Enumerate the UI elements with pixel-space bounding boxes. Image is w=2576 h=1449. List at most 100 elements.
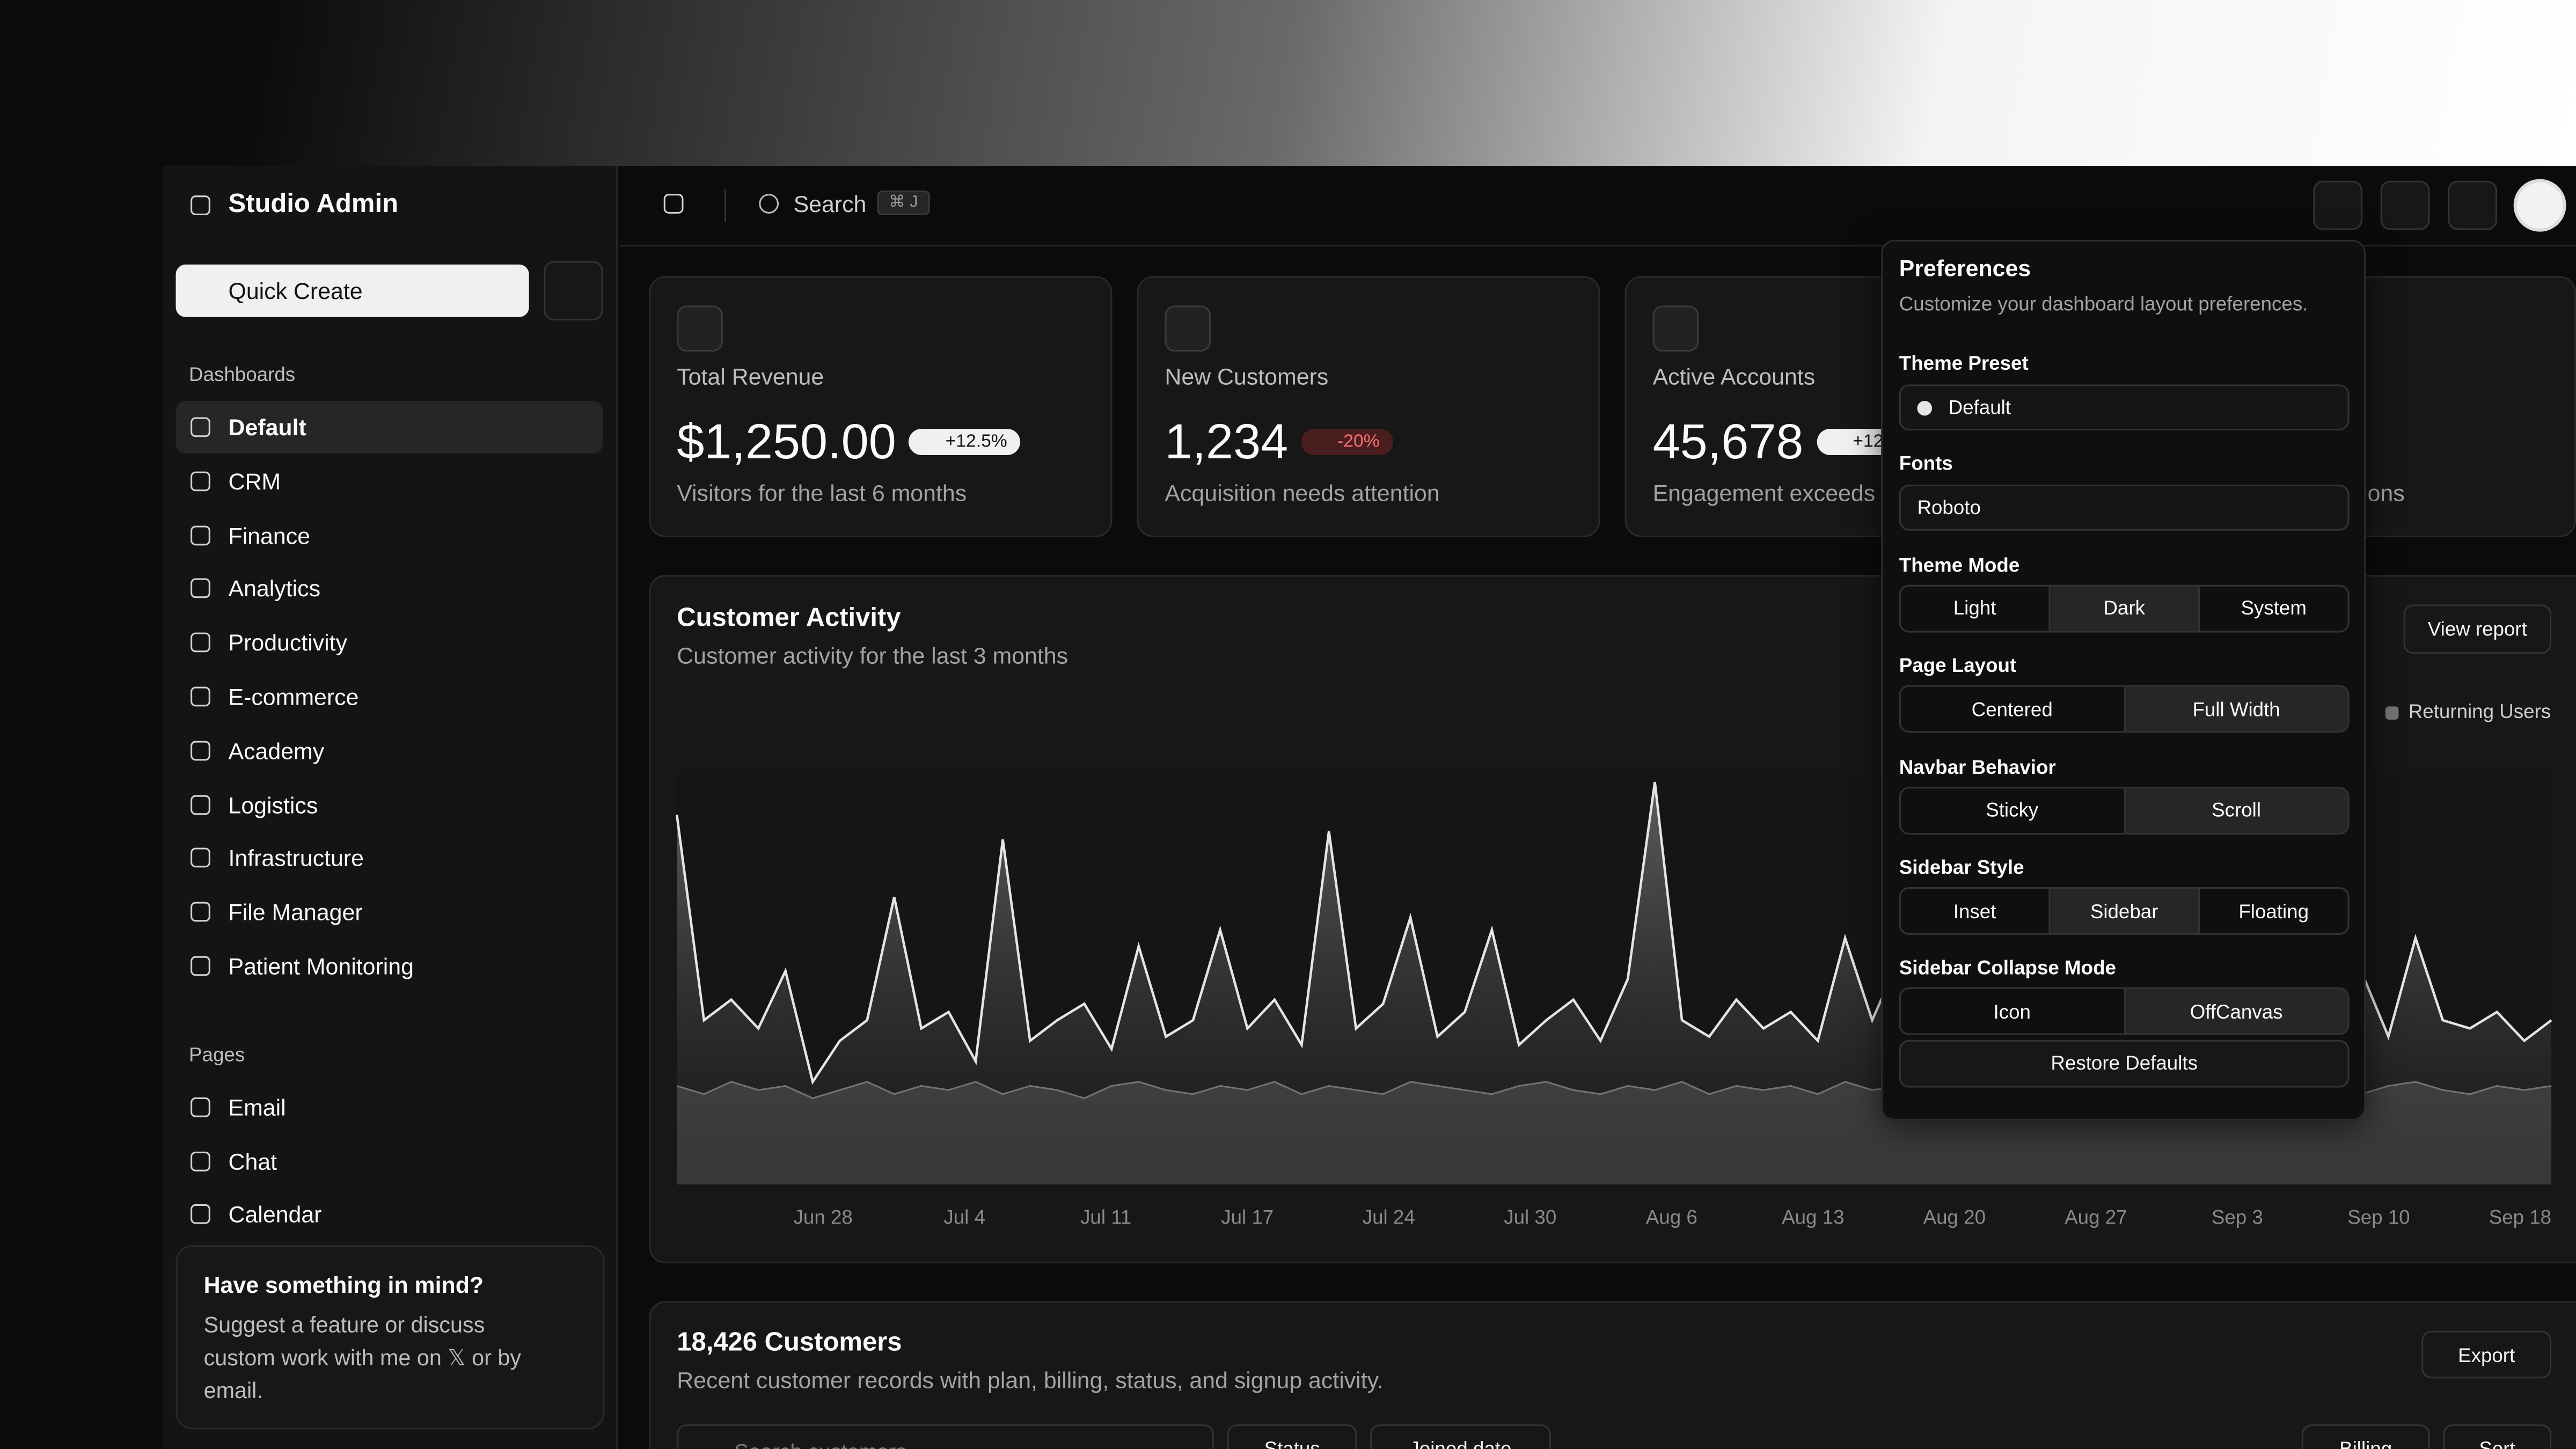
x-tick-label: Sep 10	[2347, 1206, 2410, 1228]
customer-search[interactable]: Search customers	[677, 1424, 1214, 1449]
select[interactable]: Roboto	[1899, 485, 2350, 531]
sidebar: Studio Admin Quick Create Dashboards Defaul…	[163, 166, 618, 1449]
nav-icon	[191, 956, 210, 976]
nav-icon	[191, 794, 210, 815]
card-title: Active Accounts	[1652, 363, 1816, 390]
segmented-control: Centered Full Width	[1899, 685, 2350, 733]
shortcut: ⌘ J	[877, 191, 930, 216]
activity-title: Customer Activity	[677, 604, 901, 633]
field-label: Page Layout	[1899, 654, 2017, 677]
card-icon	[1165, 305, 1211, 352]
nav-item[interactable]: Logistics	[228, 791, 318, 818]
nav-item[interactable]: E-commerce	[228, 683, 359, 710]
filter-button[interactable]: Status	[1227, 1424, 1357, 1449]
card-value: 1,234	[1165, 415, 1289, 470]
divider	[724, 189, 727, 222]
filter-button[interactable]: Billing	[2301, 1424, 2430, 1449]
customers-description: Recent customer records with plan, billi…	[677, 1366, 1384, 1393]
search[interactable]: Search	[793, 191, 867, 217]
card-note: Engagement exceeds	[1652, 479, 1876, 506]
option[interactable]: Full Width	[2123, 687, 2348, 731]
nav-item[interactable]: Email	[228, 1094, 286, 1121]
option[interactable]: Floating	[2198, 889, 2348, 933]
header-button[interactable]	[2380, 180, 2430, 230]
active-item	[175, 400, 603, 453]
card-title: Total Revenue	[677, 363, 824, 390]
nav-item[interactable]: Analytics	[228, 575, 321, 602]
stat-card: Total Revenue $1,250.00 +12.5% Visitors for…	[649, 276, 1113, 538]
option[interactable]: OffCanvas	[2123, 990, 2348, 1034]
x-tick-label: Jul 17	[1221, 1206, 1274, 1228]
nav-item[interactable]: Productivity	[228, 630, 348, 656]
view-report[interactable]: View report	[2403, 604, 2552, 654]
nav-item[interactable]: CRM	[228, 467, 281, 494]
card-badge: -20%	[1301, 428, 1393, 455]
x-tick-label: Aug 13	[1782, 1206, 1844, 1228]
promo-text: Suggest a feature or discuss custom work…	[203, 1312, 521, 1403]
x-tick-label: Jul 30	[1504, 1206, 1556, 1228]
restore-button[interactable]: Restore Defaults	[1899, 1040, 2350, 1087]
nav-item[interactable]: Academy	[228, 737, 325, 764]
legend-label: Returning Users	[2408, 700, 2551, 723]
nav-icon	[191, 1205, 210, 1225]
field-label: Sidebar Style	[1899, 855, 2024, 879]
option[interactable]: Dark	[2048, 586, 2198, 631]
option[interactable]: Centered	[1971, 698, 2053, 721]
nav-icon	[191, 848, 210, 868]
filter-button[interactable]: Sort	[2443, 1424, 2552, 1449]
option[interactable]: Light	[1953, 597, 1996, 620]
header: Search ⌘ J	[619, 166, 2576, 247]
nav-item[interactable]: Infrastructure	[228, 845, 364, 872]
nav-item[interactable]: Default	[228, 414, 306, 441]
promo-title: Have something in mind?	[203, 1271, 484, 1298]
card-value: 45,678	[1652, 415, 1804, 470]
option[interactable]: Scroll	[2123, 788, 2348, 832]
header-button[interactable]	[2448, 180, 2498, 230]
nav-item[interactable]: Finance	[228, 522, 310, 548]
panel-description: Customize your dashboard layout preferen…	[1899, 292, 2308, 316]
card-note: Visitors for the last 6 months	[677, 479, 967, 506]
sidebar-toggle[interactable]	[663, 194, 684, 214]
card-title: New Customers	[1165, 363, 1329, 390]
segmented-control: Sticky Scroll	[1899, 786, 2350, 834]
stat-card: New Customers 1,234 -20% Acquisition needs …	[1137, 276, 1600, 538]
card-icon	[677, 305, 723, 352]
x-tick-label: Aug 20	[1923, 1206, 1986, 1228]
select[interactable]: Default	[1899, 384, 2350, 431]
field-label: Sidebar Collapse Mode	[1899, 956, 2116, 980]
nav-item[interactable]: Patient Monitoring	[228, 953, 414, 979]
nav-item[interactable]: Chat	[228, 1147, 277, 1174]
option[interactable]: System	[2198, 586, 2348, 631]
customers-title: 18,426 Customers	[677, 1329, 902, 1357]
x-tick-label: Aug 6	[1646, 1206, 1697, 1228]
nav-item[interactable]: Calendar	[228, 1201, 322, 1228]
filter-button[interactable]: Joined date	[1370, 1424, 1551, 1449]
field-label: Fonts	[1899, 452, 1953, 475]
option[interactable]: Inset	[1953, 899, 1996, 923]
avatar[interactable]	[2513, 179, 2566, 232]
legend-swatch	[2385, 706, 2399, 720]
export-button[interactable]: Export	[2421, 1330, 2552, 1379]
nav-icon	[191, 417, 210, 437]
section-title: Dashboards	[189, 363, 296, 386]
x-tick-label: Sep 3	[2212, 1206, 2263, 1228]
nav-icon	[191, 1151, 210, 1171]
field-label: Navbar Behavior	[1899, 755, 2056, 778]
x-tick-label: Jun 28	[794, 1206, 853, 1228]
card-badge: +12.5%	[909, 428, 1021, 455]
nav-icon	[191, 471, 210, 491]
option[interactable]: Sticky	[1986, 799, 2039, 822]
nav-item[interactable]: File Manager	[228, 899, 363, 926]
x-tick-label: Jul 11	[1080, 1206, 1131, 1228]
nav-icon	[191, 902, 210, 922]
nav-icon	[191, 686, 210, 707]
quick-create[interactable]: Quick Create	[175, 264, 529, 317]
option[interactable]: Icon	[1993, 1000, 2031, 1023]
mail-button[interactable]	[544, 261, 603, 320]
header-button[interactable]	[2313, 180, 2363, 230]
nav-icon	[191, 525, 210, 545]
field-label: Theme Preset	[1899, 352, 2029, 375]
customers-card: 18,426 Customers Recent customer records …	[649, 1301, 2576, 1449]
option[interactable]: Sidebar	[2048, 889, 2198, 933]
